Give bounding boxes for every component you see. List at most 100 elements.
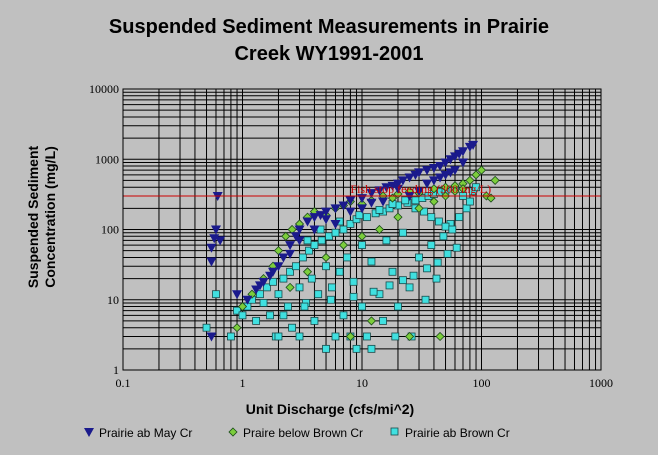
- diamond-marker: [285, 282, 295, 292]
- y-tick-label: 10000: [89, 82, 119, 96]
- legend-triangle-marker: [84, 428, 94, 437]
- reference-line-group: Fish stop feeding (300 mg/L): [123, 182, 601, 197]
- square-marker: [423, 264, 431, 273]
- square-marker: [411, 196, 420, 205]
- legend: Prairie ab May Cr Praire below Brown Cr …: [84, 426, 510, 440]
- square-marker: [434, 217, 443, 226]
- square-marker: [382, 236, 391, 245]
- square-marker: [394, 302, 402, 311]
- square-marker: [420, 207, 428, 216]
- square-marker: [433, 258, 442, 267]
- triangle-down-marker: [366, 198, 377, 208]
- square-marker: [328, 283, 336, 292]
- x-tick-label: 1: [240, 376, 246, 390]
- square-marker: [339, 225, 348, 234]
- triangle-down-marker: [387, 181, 398, 191]
- square-marker: [331, 228, 340, 237]
- square-marker: [295, 283, 304, 292]
- triangle-down-marker: [435, 162, 446, 172]
- square-marker: [325, 232, 333, 241]
- triangle-down-marker: [357, 204, 367, 214]
- triangle-down-marker: [428, 176, 439, 186]
- diamond-marker: [338, 240, 349, 250]
- diamond-marker: [273, 246, 284, 256]
- triangle-down-marker: [321, 215, 332, 225]
- diamond-marker: [247, 289, 257, 299]
- gridlines: [122, 89, 601, 371]
- triangle-down-marker: [206, 243, 217, 253]
- square-marker: [310, 241, 319, 249]
- triangle-down-marker: [468, 140, 479, 150]
- square-marker: [202, 323, 211, 332]
- square-marker: [227, 332, 235, 341]
- square-marker: [358, 302, 366, 311]
- square-marker: [399, 276, 407, 285]
- square-marker: [284, 302, 292, 311]
- y-axis-title-line-2: Concentration (mg/L): [42, 146, 58, 288]
- square-marker: [358, 241, 366, 249]
- legend-label-series-1: Prairie ab May Cr: [99, 426, 192, 440]
- triangle-down-marker: [397, 176, 408, 186]
- square-marker: [322, 344, 330, 353]
- triangle-down-marker: [345, 196, 356, 206]
- square-marker: [385, 281, 394, 290]
- triangle-down-marker: [440, 158, 451, 168]
- square-marker: [298, 253, 307, 262]
- square-marker: [409, 271, 418, 280]
- diamond-marker: [321, 252, 331, 263]
- square-marker: [269, 277, 277, 286]
- triangle-down-marker: [374, 186, 385, 196]
- diamond-marker: [490, 175, 500, 185]
- triangle-down-marker: [206, 332, 217, 342]
- square-marker: [363, 332, 371, 341]
- square-marker: [399, 228, 407, 237]
- triangle-down-marker: [392, 179, 403, 189]
- diamond-marker: [387, 193, 398, 203]
- diamond-marker: [281, 231, 291, 241]
- y-tick-labels: 1 10 100 1000 10000: [89, 82, 119, 377]
- square-marker: [262, 283, 271, 292]
- square-marker: [415, 253, 423, 262]
- triangle-down-marker: [232, 290, 243, 300]
- diamond-marker: [476, 165, 487, 175]
- square-marker: [346, 220, 355, 228]
- square-marker: [349, 292, 358, 301]
- triangle-down-marker: [428, 164, 439, 174]
- square-marker: [274, 290, 283, 299]
- triangle-down-marker: [321, 207, 332, 217]
- square-marker: [441, 222, 450, 231]
- square-marker: [432, 274, 441, 283]
- reference-line-label: Fish stop feeding (300 mg/L): [350, 182, 491, 196]
- square-marker: [303, 236, 312, 245]
- legend-label-series-3: Prairie ab Brown Cr: [405, 426, 510, 440]
- square-marker: [367, 344, 376, 353]
- triangle-down-marker: [457, 147, 468, 157]
- triangle-down-marker: [285, 241, 296, 251]
- square-marker: [274, 332, 283, 341]
- triangle-down-marker: [242, 295, 253, 305]
- diamond-marker: [440, 182, 451, 192]
- square-marker: [305, 246, 313, 255]
- square-marker: [335, 267, 344, 276]
- data-points: [202, 140, 500, 353]
- diamond-marker: [435, 331, 445, 342]
- triangle-down-marker: [345, 207, 356, 217]
- square-marker: [452, 243, 461, 252]
- square-marker: [233, 306, 241, 315]
- square-marker: [331, 332, 340, 341]
- legend-square-marker: [390, 427, 399, 436]
- triangle-down-marker: [440, 170, 451, 180]
- diamond-marker: [414, 203, 424, 213]
- triangle-down-marker: [330, 219, 341, 229]
- diamond-marker: [366, 316, 377, 326]
- square-marker: [367, 257, 376, 266]
- square-marker: [279, 274, 288, 283]
- diamond-marker: [374, 224, 385, 235]
- triangle-down-marker: [278, 253, 289, 263]
- plot-border: [122, 88, 602, 371]
- square-marker: [286, 267, 294, 276]
- square-marker: [212, 290, 220, 299]
- y-axis-title-line-1: Suspended Sediment: [25, 145, 41, 288]
